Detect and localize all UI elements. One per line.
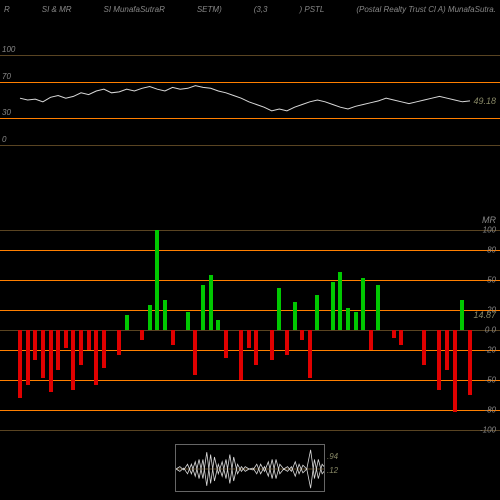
header-right: (Postal Realty Trust Cl A) MunafaSutra.	[356, 5, 496, 14]
mini-label: .12	[327, 466, 338, 475]
panel-title: MR	[482, 215, 496, 225]
mr-bar	[239, 330, 243, 380]
mr-bar	[399, 330, 403, 345]
mr-bar	[125, 315, 129, 330]
mr-bar	[18, 330, 22, 398]
mr-bar	[331, 282, 335, 330]
mr-bar	[64, 330, 68, 348]
gridline	[0, 410, 500, 411]
y-axis-label: 50	[487, 276, 496, 285]
mr-bar	[117, 330, 121, 355]
mr-bar	[87, 330, 91, 350]
mr-bar	[277, 288, 281, 330]
header-mid1: SETM)	[197, 5, 222, 14]
mini-label: .94	[327, 452, 338, 461]
mr-bar	[338, 272, 342, 330]
mr-bar	[354, 312, 358, 330]
y-axis-label: 100	[483, 226, 496, 235]
mr-bar	[270, 330, 274, 360]
y-axis-label: -80	[484, 406, 496, 415]
mr-bar	[422, 330, 426, 365]
mr-bar	[293, 302, 297, 330]
chart-header: R SI & MR SI MunafaSutraR SETM) (3,3 ) P…	[0, 0, 500, 18]
mr-bar	[254, 330, 258, 365]
mr-bar	[201, 285, 205, 330]
mr-bar	[56, 330, 60, 370]
mr-bar	[445, 330, 449, 370]
mr-bar	[369, 330, 373, 350]
mr-bar	[33, 330, 37, 360]
mr-bar	[361, 278, 365, 330]
y-axis-label: 0 0	[485, 326, 496, 335]
gridline	[0, 430, 500, 431]
gridline	[0, 250, 500, 251]
mr-bar	[315, 295, 319, 330]
mr-panel: MR-100-80-50-200 020508010014.87	[0, 230, 500, 430]
mr-bar	[376, 285, 380, 330]
header-left2: SI & MR	[42, 5, 72, 14]
y-axis-label: 80	[487, 246, 496, 255]
mr-bar	[79, 330, 83, 365]
mr-bar	[346, 308, 350, 330]
header-left3: SI MunafaSutraR	[104, 5, 165, 14]
mini-panel	[175, 444, 325, 492]
current-value: 49.18	[473, 96, 496, 106]
mr-bar	[308, 330, 312, 378]
header-left1: R	[4, 5, 10, 14]
y-axis-label: -20	[484, 346, 496, 355]
mr-bar	[453, 330, 457, 412]
mr-bar	[148, 305, 152, 330]
header-mid3: ) PSTL	[299, 5, 324, 14]
mr-bar	[102, 330, 106, 368]
current-value: 14.87	[473, 310, 496, 320]
y-axis-label: -100	[480, 426, 496, 435]
header-mid2: (3,3	[254, 5, 268, 14]
mr-bar	[26, 330, 30, 385]
mr-bar	[460, 300, 464, 330]
mr-bar	[437, 330, 441, 390]
mr-bar	[186, 312, 190, 330]
mr-bar	[163, 300, 167, 330]
mr-bar	[216, 320, 220, 330]
y-axis-label: 100	[2, 45, 15, 54]
mr-bar	[155, 230, 159, 330]
mr-bar	[300, 330, 304, 340]
mr-bar	[392, 330, 396, 338]
mr-bar	[71, 330, 75, 390]
mr-bar	[49, 330, 53, 392]
mr-bar	[247, 330, 251, 348]
mr-bar	[468, 330, 472, 395]
mr-bar	[285, 330, 289, 355]
gridline	[0, 280, 500, 281]
mr-bar	[140, 330, 144, 340]
gridline	[0, 145, 500, 146]
mr-bar	[224, 330, 228, 358]
mr-bar	[193, 330, 197, 375]
mr-bar	[94, 330, 98, 385]
mr-bar	[41, 330, 45, 378]
y-axis-label: -50	[484, 376, 496, 385]
mr-bar	[209, 275, 213, 330]
gridline	[0, 310, 500, 311]
mr-bar	[171, 330, 175, 345]
gridline	[0, 230, 500, 231]
rsi-panel: 0307010049.18	[0, 55, 500, 145]
